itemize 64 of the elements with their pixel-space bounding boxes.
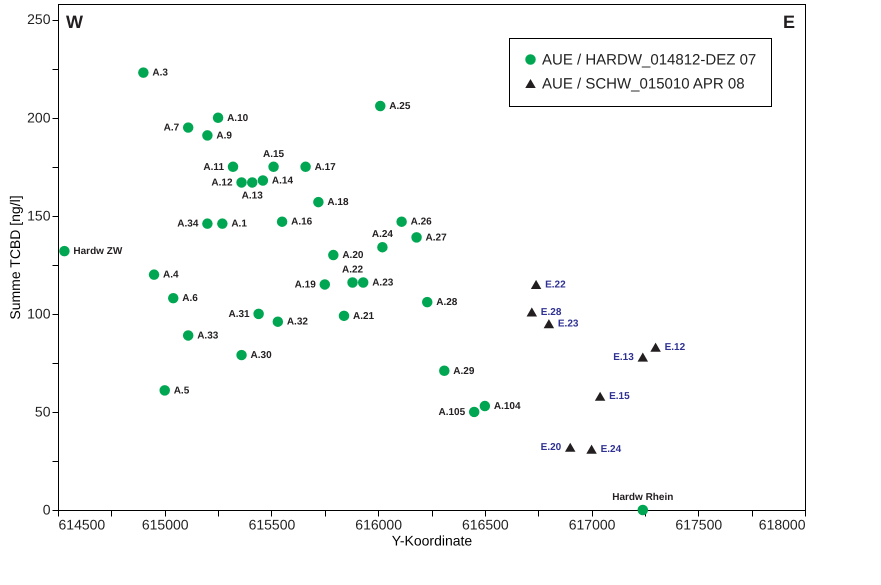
x-axis-title: Y-Koordinate xyxy=(392,532,472,548)
y-tick-label: 0 xyxy=(42,502,51,518)
annotation: Hardw ZW xyxy=(73,246,123,258)
annotation: A.12 xyxy=(211,177,233,188)
annotation: A.30 xyxy=(250,350,272,362)
x-tick-label: 616000 xyxy=(355,516,402,532)
annotation: A.28 xyxy=(436,297,458,308)
annotation: A.33 xyxy=(197,330,219,342)
annotation: Hardw Rhein xyxy=(612,492,674,503)
annotation: E.23 xyxy=(558,318,579,330)
annotation: A.24 xyxy=(372,229,394,240)
annotation: A.18 xyxy=(327,197,349,208)
annotation: A.21 xyxy=(352,310,375,322)
annotation: A.20 xyxy=(342,250,364,262)
annotation: A.17 xyxy=(314,162,336,173)
annotation: A.27 xyxy=(426,232,448,244)
annotation: A.5 xyxy=(174,385,190,396)
y-tick-label: 200 xyxy=(27,109,51,126)
annotation: E.28 xyxy=(540,306,562,318)
annotation: A.105 xyxy=(438,406,466,418)
x-tick-label: 615000 xyxy=(142,516,189,532)
annotation: A.23 xyxy=(372,277,394,288)
annotation: A.32 xyxy=(286,316,308,328)
annotation: E.20 xyxy=(540,442,562,454)
annotation: A.4 xyxy=(163,270,180,281)
annotation: A.19 xyxy=(294,279,316,290)
x-tick-label: 618000 xyxy=(758,516,806,532)
y-tick-label: 50 xyxy=(34,403,51,420)
annotation: A.104 xyxy=(494,401,521,412)
annotation: A.9 xyxy=(216,130,232,142)
annotation: E.13 xyxy=(613,352,634,364)
x-tick-label: 617000 xyxy=(568,516,616,532)
annotation: A.7 xyxy=(164,122,180,134)
annotation: A.15 xyxy=(263,148,285,160)
y-tick-label: 150 xyxy=(27,207,51,224)
annotation: A.25 xyxy=(389,100,411,112)
annotation: A.3 xyxy=(152,68,168,79)
y-axis-title: Summe TCBD [ng/l] xyxy=(7,195,24,320)
annotation: A.31 xyxy=(228,308,250,320)
x-tick-label: 615500 xyxy=(248,516,296,532)
annotation: A.6 xyxy=(182,293,198,304)
annotation: A.34 xyxy=(177,218,199,230)
annotation: E.15 xyxy=(609,391,630,402)
annotation: E xyxy=(782,12,795,32)
annotation: W xyxy=(66,12,83,32)
annotation: A.26 xyxy=(410,216,432,228)
legend-label: AUE / HARDW_014812-DEZ 07 xyxy=(542,52,756,68)
annotation: A.1 xyxy=(231,218,248,230)
annotation: A.22 xyxy=(342,264,364,276)
annotation: A.29 xyxy=(453,366,475,377)
annotation: A.11 xyxy=(203,162,224,173)
y-tick-label: 250 xyxy=(27,11,51,28)
y-tick-label: 100 xyxy=(27,305,51,322)
annotation: E.22 xyxy=(545,279,566,290)
x-tick-label: 617500 xyxy=(675,516,722,532)
x-tick-label: 614500 xyxy=(58,516,106,532)
annotation: E.12 xyxy=(664,342,686,354)
annotation: A.14 xyxy=(272,176,294,187)
legend-label: AUE / SCHW_015010 APR 08 xyxy=(542,76,745,92)
x-tick-label: 616500 xyxy=(462,516,509,532)
annotation: A.16 xyxy=(291,216,313,228)
annotation: E.24 xyxy=(600,444,622,456)
annotation: A.10 xyxy=(227,112,249,124)
annotation: A.13 xyxy=(242,190,264,202)
